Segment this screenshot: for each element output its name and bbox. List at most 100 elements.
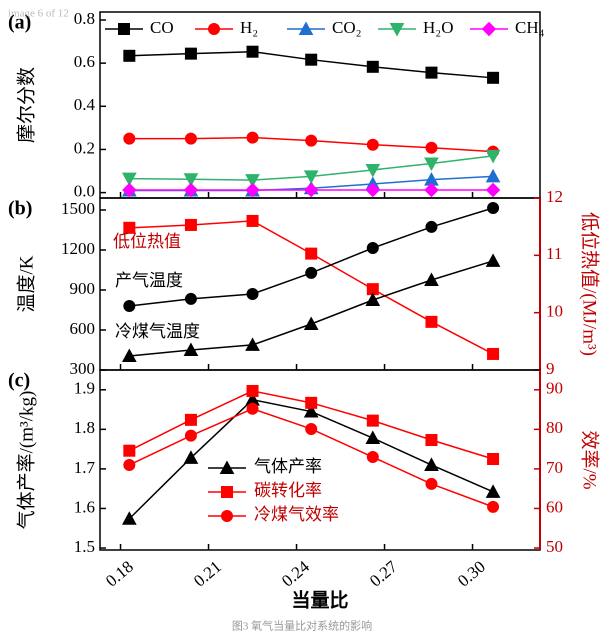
point	[365, 182, 381, 198]
point	[246, 288, 259, 300]
y-tick-label: 1.6	[74, 497, 95, 516]
point	[365, 430, 381, 445]
y2-axis-label: 效率/%	[579, 430, 601, 489]
point	[184, 413, 197, 426]
point	[122, 182, 137, 198]
point	[366, 138, 379, 151]
y2-tick-label: 12	[546, 187, 563, 206]
y-tick-label: 1.5	[74, 537, 95, 556]
point	[365, 163, 381, 178]
point	[424, 157, 439, 172]
y-tick-label: 1.8	[74, 418, 95, 437]
legend-marker	[389, 23, 405, 37]
point	[184, 47, 197, 60]
point	[183, 450, 199, 464]
legend-label: CO₂	[332, 18, 362, 37]
point	[366, 414, 379, 427]
point	[305, 247, 318, 260]
legend-marker	[481, 21, 497, 37]
x-axis-label: 当量比	[291, 588, 348, 611]
point	[184, 429, 197, 442]
point	[246, 402, 259, 415]
x-tick-label: 0.30	[454, 557, 489, 591]
y-tick-label: 1.9	[74, 379, 95, 398]
annotation: 低位热值	[113, 232, 181, 251]
point	[303, 182, 319, 198]
legend-label: H₂O	[423, 18, 453, 37]
legend-label: 冷煤气效率	[254, 505, 339, 524]
point	[183, 182, 199, 198]
legend-marker	[221, 510, 233, 522]
point	[487, 71, 500, 84]
point	[487, 202, 500, 214]
point	[485, 168, 501, 183]
point	[121, 172, 137, 187]
point	[366, 60, 379, 73]
point	[305, 422, 318, 435]
point	[123, 300, 136, 312]
legend-label: 气体产率	[254, 457, 322, 476]
annotation: 产气温度	[115, 271, 183, 290]
legend-label: CO	[150, 18, 174, 37]
point	[245, 174, 260, 188]
legend-marker	[221, 486, 233, 498]
point	[303, 170, 319, 184]
point	[123, 221, 136, 234]
y-tick-label: 0.2	[74, 138, 95, 157]
point	[121, 511, 137, 525]
y2-tick-label: 50	[546, 537, 563, 556]
point	[425, 315, 438, 328]
y2-axis-label: 低位热值/(MJ/m³)	[579, 212, 601, 356]
point	[184, 132, 197, 145]
x-tick-label: 0.18	[102, 557, 137, 591]
point	[184, 292, 197, 305]
point	[184, 218, 197, 231]
point	[246, 45, 259, 58]
point	[485, 182, 501, 198]
panel-label: (a)	[8, 12, 31, 34]
point	[366, 451, 379, 464]
point	[246, 384, 259, 397]
point	[424, 182, 439, 198]
legend-marker	[298, 21, 314, 35]
legend-marker	[219, 460, 235, 474]
y-tick-label: 0.0	[74, 182, 95, 201]
panel-label: (c)	[8, 370, 30, 392]
point	[303, 316, 319, 330]
point	[305, 396, 318, 409]
y-axis-label: 温度/K	[15, 255, 37, 312]
point	[183, 342, 199, 356]
point	[424, 272, 439, 286]
point	[245, 182, 260, 198]
plot-frame	[99, 11, 541, 199]
y-tick-label: 1.7	[74, 458, 96, 477]
legend-marker	[208, 23, 220, 35]
point	[121, 348, 137, 362]
point	[487, 500, 500, 513]
point	[425, 141, 438, 154]
point	[366, 242, 379, 254]
y2-tick-label: 9	[546, 359, 555, 378]
y-tick-label: 0.4	[74, 95, 96, 114]
y-tick-label: 0.8	[74, 9, 95, 28]
point	[123, 132, 136, 145]
point	[365, 292, 381, 306]
y-axis-label: 摩尔分数	[15, 67, 37, 143]
y-tick-label: 300	[70, 359, 96, 378]
caption: 图3 氧气当量比对系统的影响	[232, 619, 372, 633]
point	[487, 347, 500, 360]
point	[424, 457, 439, 471]
y2-tick-label: 11	[546, 244, 562, 263]
point	[425, 66, 438, 79]
y2-tick-label: 10	[546, 302, 563, 321]
legend-marker	[118, 23, 130, 35]
point	[123, 49, 136, 62]
x-tick-label: 0.27	[366, 557, 401, 591]
point	[487, 453, 500, 466]
watermark: image 6 of 12	[8, 8, 69, 20]
point	[246, 214, 259, 227]
y2-tick-label: 70	[546, 458, 563, 477]
x-tick-label: 0.21	[190, 557, 225, 591]
